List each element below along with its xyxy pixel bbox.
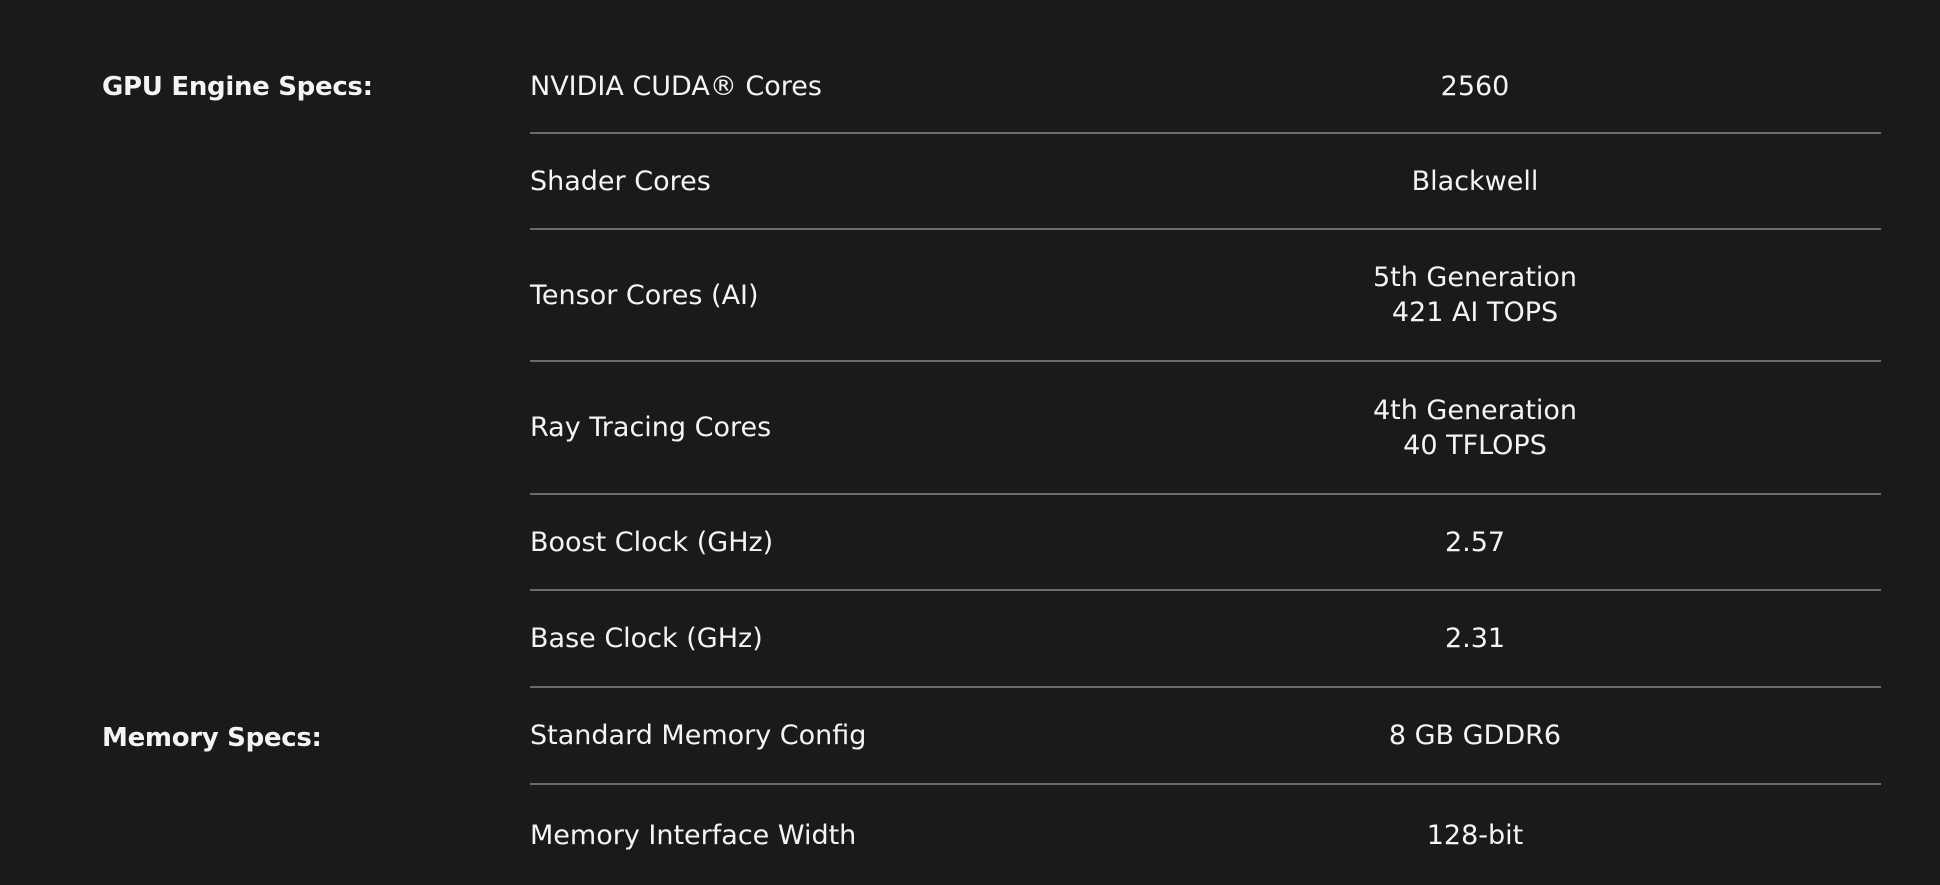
spec-name: Boost Clock (GHz) xyxy=(530,526,774,558)
spec-name: NVIDIA CUDA® Cores xyxy=(530,70,822,102)
spec-row: Memory Interface Width 128-bit xyxy=(530,785,1881,885)
spec-value-line: 2.57 xyxy=(1444,526,1506,558)
spec-name: Ray Tracing Cores xyxy=(530,412,772,443)
spec-value-line: 4th Generation xyxy=(1372,394,1578,426)
spec-value-line: 128-bit xyxy=(1426,819,1524,851)
spec-value: Blackwell xyxy=(1275,164,1675,199)
spec-value-line: 5th Generation xyxy=(1372,262,1578,293)
spec-value: 4th Generation 40 TFLOPS xyxy=(1275,393,1675,463)
spec-value-line: Blackwell xyxy=(1411,165,1539,197)
spec-value-line: 40 TFLOPS xyxy=(1403,429,1547,461)
section-label-memory-specs: Memory Specs: xyxy=(102,723,322,753)
spec-name: Memory Interface Width xyxy=(530,819,857,851)
spec-row: Boost Clock (GHz) 2.57 xyxy=(530,495,1881,591)
spec-name: Standard Memory Config xyxy=(530,720,867,751)
spec-value: 8 GB GDDR6 xyxy=(1275,718,1675,753)
spec-name: Tensor Cores (AI) xyxy=(530,279,759,311)
spec-value-line: 421 AI TOPS xyxy=(1391,297,1559,328)
spec-value: 5th Generation 421 AI TOPS xyxy=(1275,260,1675,330)
spec-row: Shader Cores Blackwell xyxy=(530,134,1881,230)
spec-name: Shader Cores xyxy=(530,165,711,197)
spec-value: 2.31 xyxy=(1275,621,1675,656)
spec-value: 2560 xyxy=(1275,69,1675,104)
spec-row: Ray Tracing Cores 4th Generation 40 TFLOPS xyxy=(530,362,1881,495)
spec-value: 128-bit xyxy=(1275,818,1675,853)
spec-row: Standard Memory Config 8 GB GDDR6 xyxy=(530,688,1881,785)
spec-value-line: 8 GB GDDR6 xyxy=(1388,720,1562,751)
spec-name: Base Clock (GHz) xyxy=(530,623,763,654)
spec-row: Tensor Cores (AI) 5th Generation 421 AI TO… xyxy=(530,230,1881,362)
spec-row: NVIDIA CUDA® Cores 2560 xyxy=(530,40,1881,134)
spec-row: Base Clock (GHz) 2.31 xyxy=(530,591,1881,688)
section-label-gpu-engine-specs: GPU Engine Specs: xyxy=(102,72,373,102)
spec-value-line: 2560 xyxy=(1440,70,1510,102)
spec-value-line: 2.31 xyxy=(1444,623,1506,654)
spec-value: 2.57 xyxy=(1275,525,1675,560)
